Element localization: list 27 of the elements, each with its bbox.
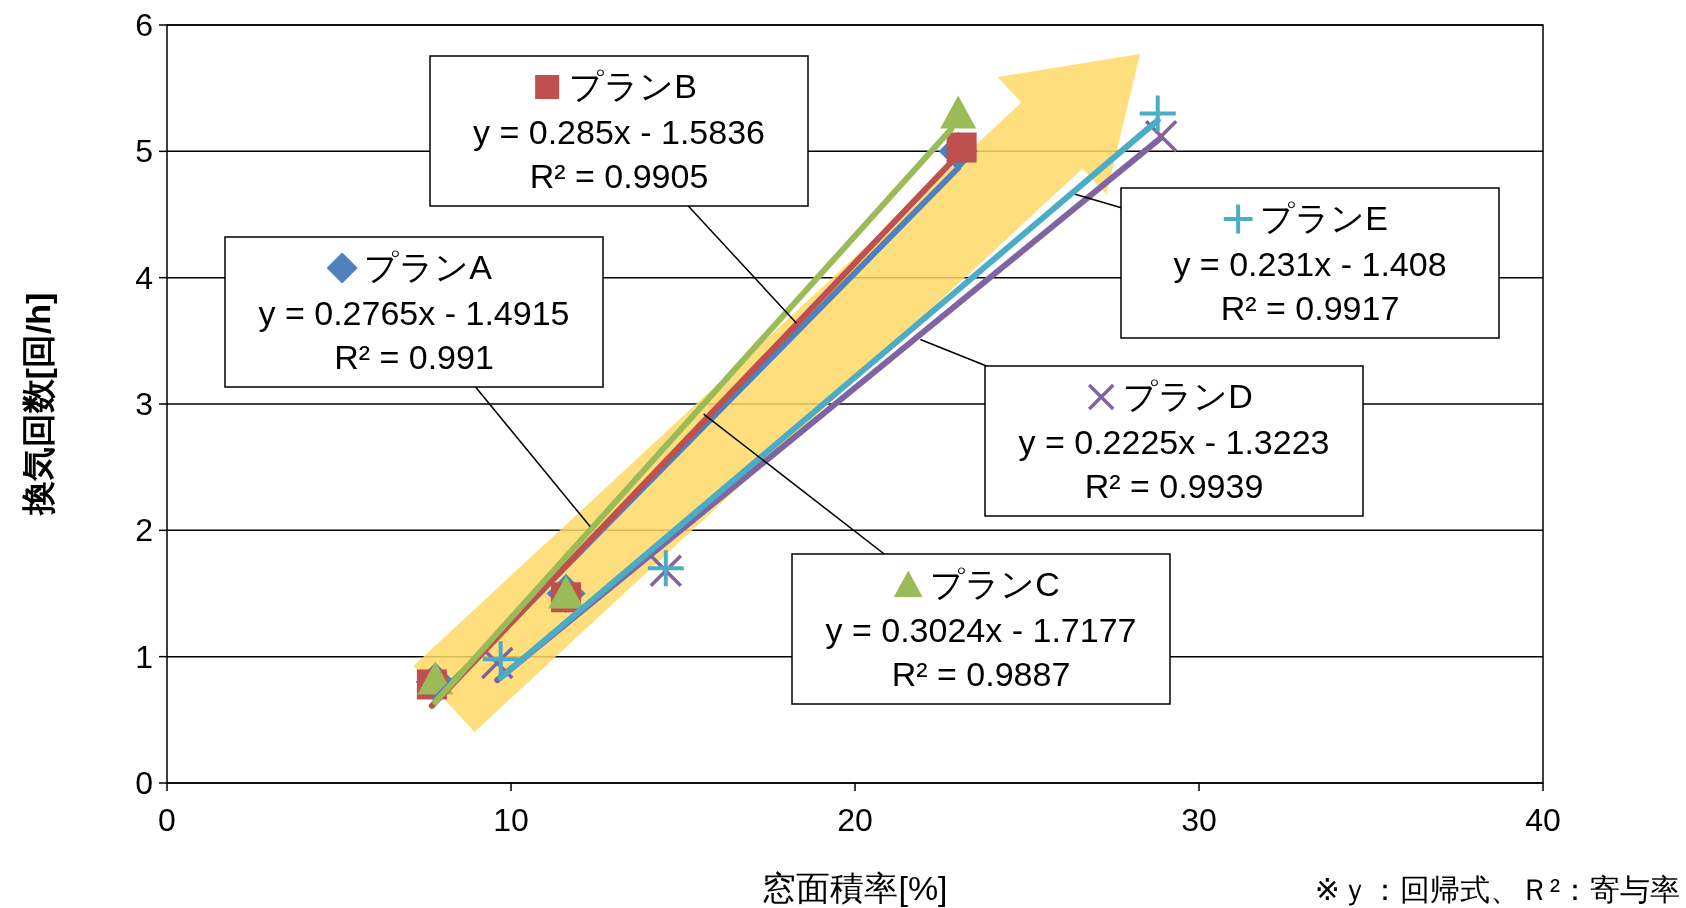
x-tick-label: 30 — [1181, 802, 1217, 838]
y-tick-label: 6 — [135, 7, 153, 43]
y-axis-title: 換気回数[回/h] — [19, 292, 57, 517]
annotation: y = 0.3024x - 1.7177 R² = 0.9887 — [825, 611, 1137, 693]
y-tick-label: 5 — [135, 133, 153, 170]
annotation: y = 0.231x - 1.408 R² = 0.9917 — [1173, 245, 1447, 327]
x-tick-label: 10 — [493, 802, 529, 838]
y-tick-label: 4 — [135, 259, 153, 296]
x-tick-label: 0 — [158, 802, 176, 838]
point — [940, 95, 977, 129]
text: ※ｙ：回帰式、Ｒ²：寄与率 — [1314, 873, 1680, 906]
legend-label: プランB — [569, 67, 697, 105]
x-tick-label: 20 — [837, 802, 873, 838]
annotation: y = 0.2765x - 1.4915 R² = 0.991 — [258, 294, 570, 376]
x-tick-label: 40 — [1525, 802, 1561, 838]
y-tick-label: 1 — [135, 638, 153, 675]
point — [1139, 95, 1176, 132]
annotation: y = 0.2225x - 1.3223 R² = 0.9939 — [1018, 423, 1330, 505]
annotation: y = 0.285x - 1.5836 R² = 0.9905 — [472, 113, 766, 195]
y-tick-label: 0 — [135, 765, 153, 801]
legend-label: プランD — [1123, 377, 1253, 415]
legend-label: プランA — [364, 248, 493, 286]
y-tick-label: 2 — [135, 512, 153, 549]
legend-label: プランE — [1260, 199, 1388, 237]
x-axis-title: 窓面積率[%] — [762, 869, 948, 907]
y-tick-label: 3 — [135, 386, 153, 422]
legend-label: プランC — [930, 565, 1060, 603]
